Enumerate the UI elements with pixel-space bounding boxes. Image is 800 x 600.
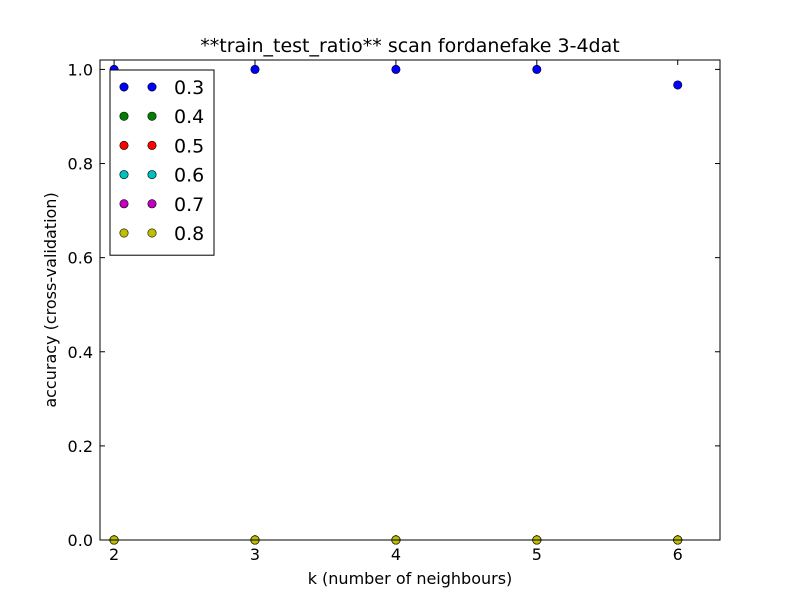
- legend-marker: [119, 228, 129, 238]
- legend-marker: [147, 199, 157, 209]
- y-tick-label: 0.6: [68, 249, 93, 268]
- legend-marker: [119, 111, 129, 121]
- legend-label: 0.3: [174, 77, 204, 99]
- y-tick-label: 0.4: [68, 343, 93, 362]
- legend-marker: [147, 82, 157, 92]
- x-axis-label: k (number of neighbours): [308, 569, 513, 588]
- y-tick-label: 0.0: [68, 531, 93, 550]
- legend-label: 0.4: [174, 106, 204, 128]
- legend-label: 0.7: [174, 194, 204, 216]
- data-point-0.3: [391, 64, 401, 74]
- x-tick-label: 2: [109, 545, 119, 564]
- legend-marker: [119, 170, 129, 180]
- y-axis-label: accuracy (cross-validation): [41, 192, 60, 407]
- legend-marker: [147, 170, 157, 180]
- plot-frame: [99, 59, 721, 541]
- legend-marker: [147, 111, 157, 121]
- legend-marker: [119, 199, 129, 209]
- legend-marker: [119, 82, 129, 92]
- x-tick-label: 4: [391, 545, 401, 564]
- chart-title: **train_test_ratio** scan fordanefake 3-…: [200, 35, 619, 57]
- legend: 0.3 0.4 0.5 0.6 0.7 0.8: [109, 69, 215, 256]
- legend-marker: [119, 140, 129, 150]
- x-tick-label: 6: [673, 545, 683, 564]
- data-point-0.3: [673, 80, 683, 90]
- x-tick-label: 3: [250, 545, 260, 564]
- y-tick-label: 0.8: [68, 155, 93, 174]
- legend-label: 0.6: [174, 165, 204, 187]
- legend-label: 0.8: [174, 223, 204, 245]
- data-point-0.3: [532, 64, 542, 74]
- legend-label: 0.5: [174, 135, 204, 157]
- legend-marker: [147, 140, 157, 150]
- data-point-0.3: [250, 64, 260, 74]
- legend-marker: [147, 228, 157, 238]
- x-tick-label: 5: [532, 545, 542, 564]
- legend-box: [109, 69, 215, 256]
- y-tick-label: 1.0: [68, 60, 93, 79]
- y-tick-label: 0.2: [68, 437, 93, 456]
- axis-ticks: 2 3 4 5 6 0.0 0.2 0.4 0.6 0.8 1.0: [68, 60, 720, 564]
